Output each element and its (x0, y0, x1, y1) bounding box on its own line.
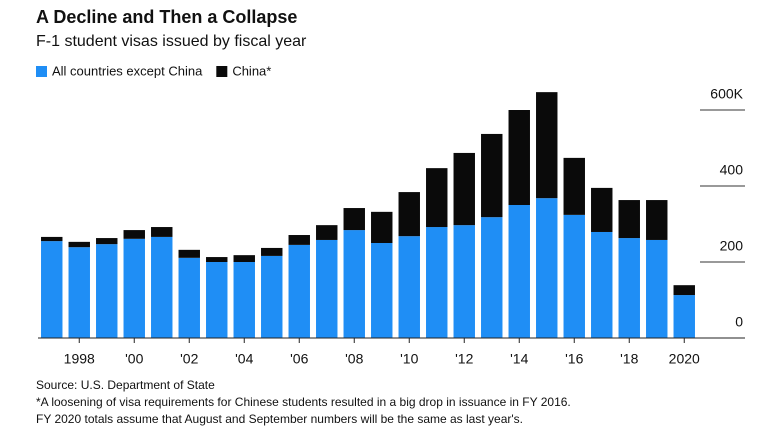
footnote: FY 2020 totals assume that August and Se… (36, 412, 523, 426)
x-tick-label: '00 (125, 351, 143, 367)
bar-segment (343, 230, 365, 338)
bar-segment (398, 192, 420, 237)
bar-segment (41, 241, 63, 338)
bar-segment (178, 257, 200, 338)
x-tick-label: '12 (455, 351, 473, 367)
x-tick-label: '08 (345, 351, 363, 367)
bar-segment (316, 225, 338, 240)
bar-segment (206, 257, 228, 262)
x-tick-label: '10 (400, 351, 418, 367)
legend-label: All countries except China (52, 63, 203, 78)
y-tick-label: 600K (710, 86, 743, 102)
chart-subtitle: F-1 student visas issued by fiscal year (36, 33, 307, 50)
bar-segment (123, 238, 145, 338)
bar-segment (316, 239, 338, 338)
bar-segment (398, 236, 420, 338)
x-tick-label: '02 (180, 351, 198, 367)
bar-segment (151, 236, 173, 338)
bar-segment (563, 157, 585, 215)
bar-segment (673, 295, 695, 338)
bar-segment (426, 168, 448, 228)
legend-swatch (216, 66, 228, 77)
x-tick-label: 1998 (64, 351, 95, 367)
y-tick-label: 0 (735, 314, 743, 330)
bar-segment (343, 208, 365, 231)
bar-segment (481, 133, 503, 218)
x-tick-label: '14 (510, 351, 528, 367)
bar-segment (41, 236, 63, 242)
bar-segment (563, 214, 585, 338)
source: Source: U.S. Department of State (36, 378, 215, 392)
bar-segment (233, 255, 255, 262)
x-tick-label: '06 (290, 351, 308, 367)
bar-segment (536, 92, 558, 199)
bar-segment (178, 249, 200, 258)
bar-segment (96, 244, 118, 338)
bar-segment (151, 227, 173, 237)
bar-segment (371, 211, 393, 243)
bar-segment (481, 217, 503, 338)
bar-segment (288, 244, 310, 338)
bar-segment (261, 247, 283, 256)
bar-segment (96, 238, 118, 245)
bar-segment (123, 230, 145, 239)
legend-label: China* (232, 63, 271, 78)
bar-segment (453, 152, 475, 226)
bar-segment (646, 200, 668, 240)
bar-segment (618, 200, 640, 239)
x-tick-label: '16 (565, 351, 583, 367)
legend-swatch (36, 66, 47, 77)
bar-segment (371, 243, 393, 338)
chart-title: A Decline and Then a Collapse (36, 7, 297, 27)
y-tick-label: 400 (720, 162, 744, 178)
bar-segment (68, 247, 90, 338)
bar-segment (288, 235, 310, 245)
x-tick-label: '04 (235, 351, 253, 367)
bar-segment (68, 241, 90, 248)
bar-segment (206, 262, 228, 338)
bar-segment (426, 227, 448, 338)
y-tick-label: 200 (720, 238, 744, 254)
bar-segment (261, 255, 283, 338)
x-tick-label: 2020 (669, 351, 700, 367)
bar-segment (508, 110, 530, 205)
bar-segment (453, 225, 475, 338)
x-tick-label: '18 (620, 351, 638, 367)
bar-segment (673, 285, 695, 296)
bar-segment (591, 231, 613, 338)
bar-segment (618, 238, 640, 338)
bar-segment (508, 205, 530, 338)
bar-segment (591, 187, 613, 232)
footnote: *A loosening of visa requirements for Ch… (36, 395, 571, 409)
bar-segment (646, 239, 668, 338)
bar-segment (536, 198, 558, 338)
bar-segment (233, 262, 255, 338)
